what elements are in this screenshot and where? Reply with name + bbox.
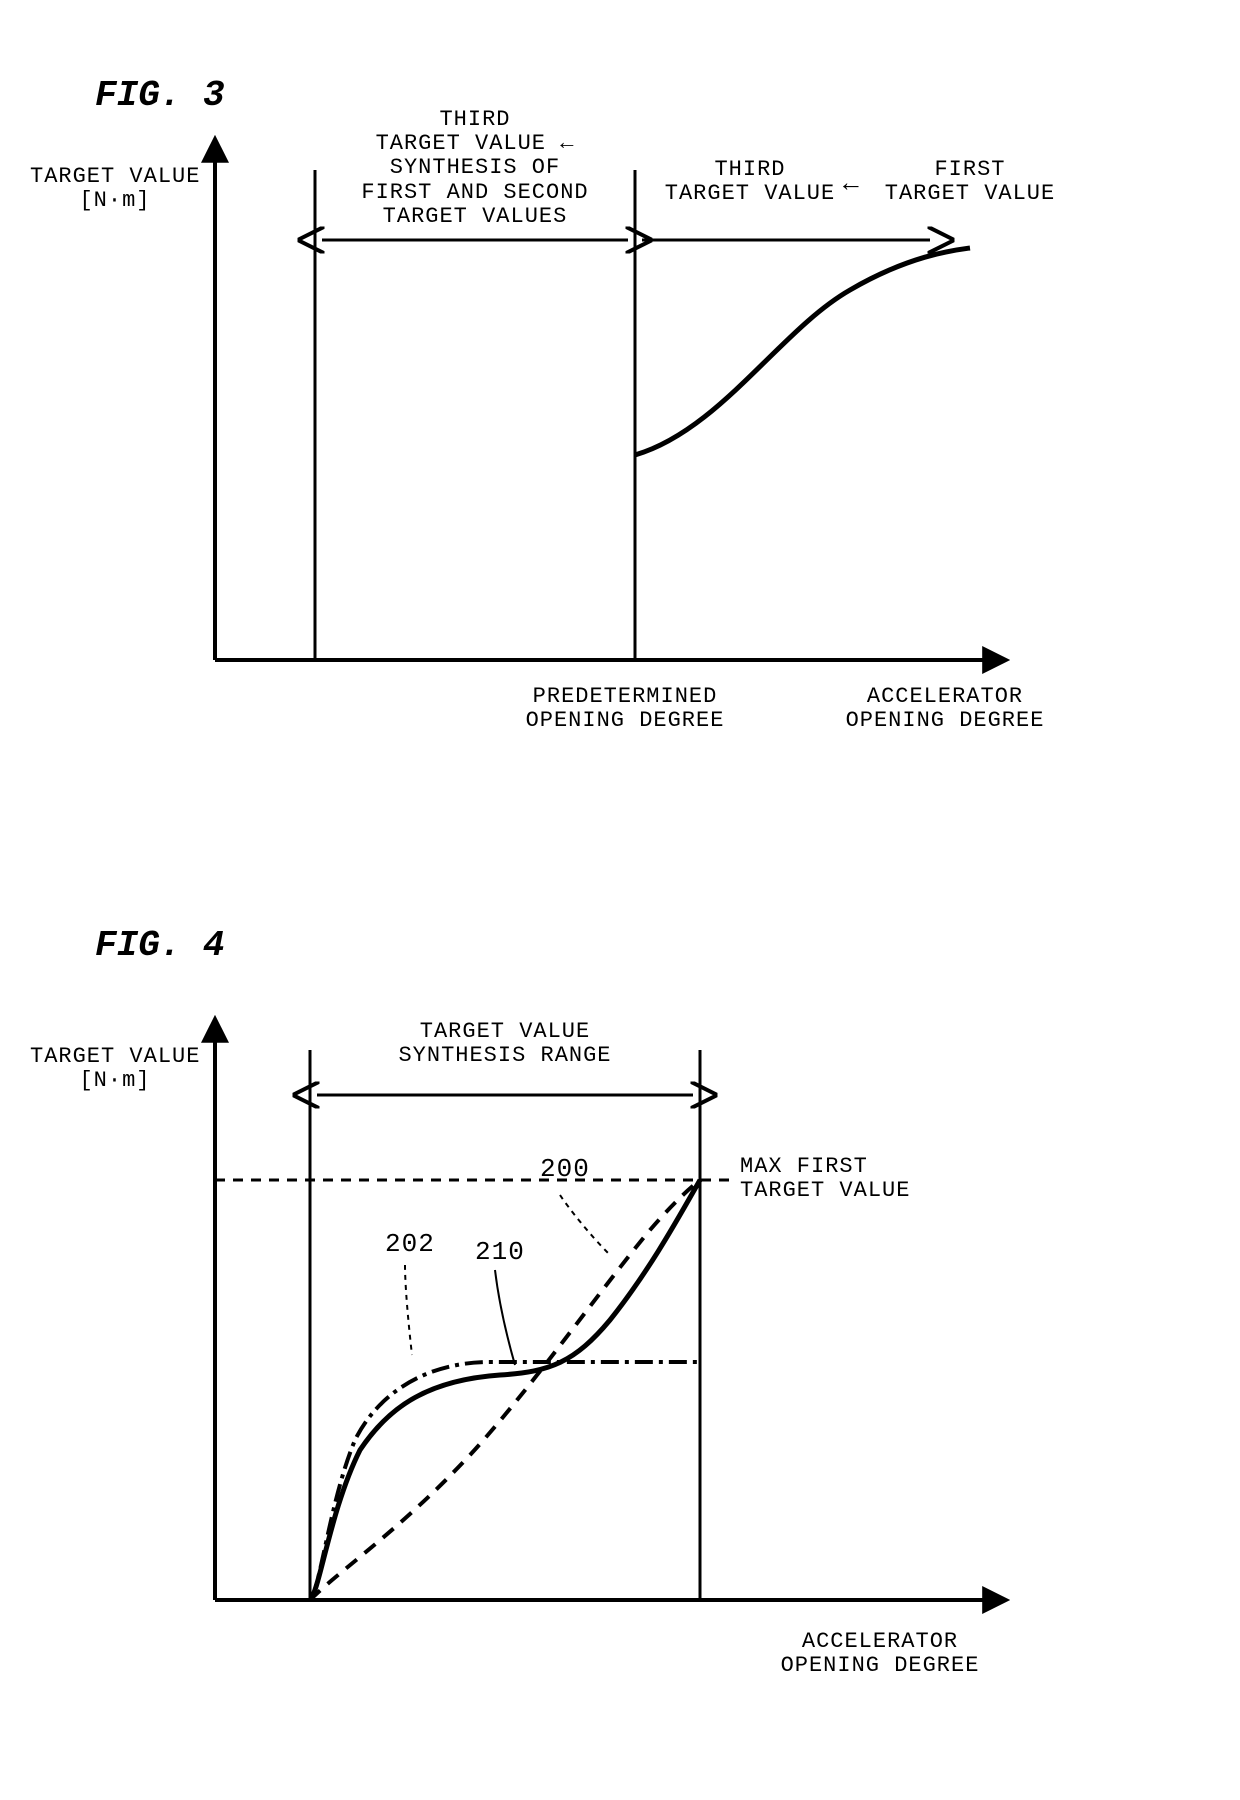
fig4-plot <box>0 900 1240 1800</box>
fig3-plot <box>0 0 1240 900</box>
